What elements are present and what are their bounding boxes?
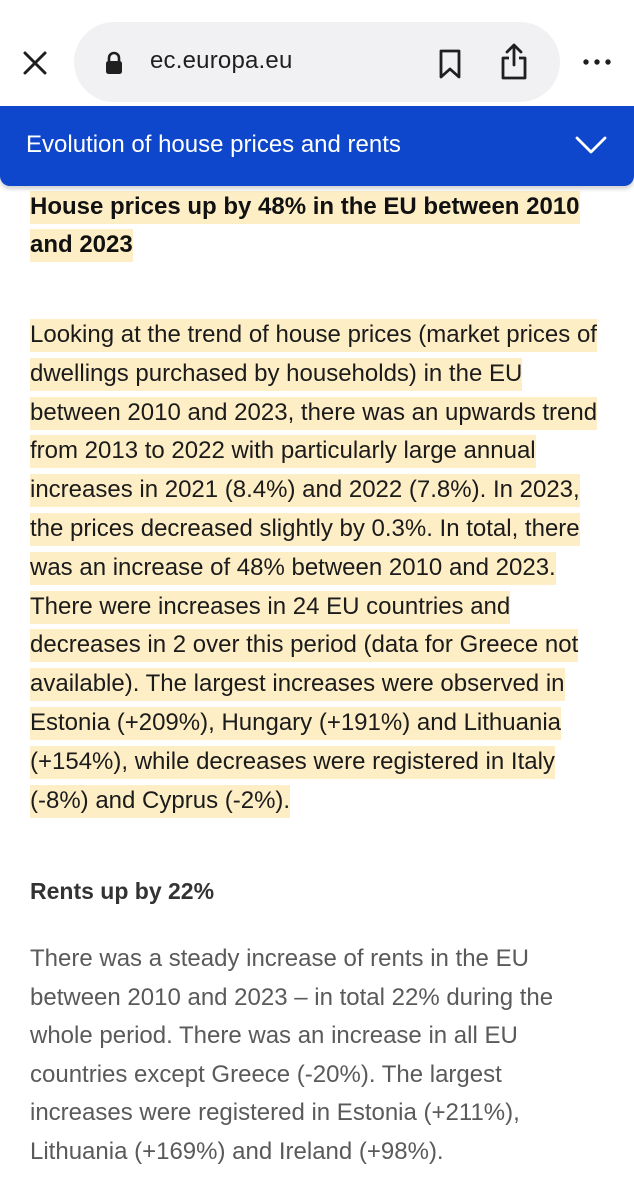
address-bar[interactable]: ec.europa.eu	[74, 22, 560, 102]
lock-icon	[106, 51, 122, 74]
paragraph-house-prices: Looking at the trend of house prices (ma…	[30, 316, 610, 820]
section-heading-rents: Rents up by 22%	[30, 878, 215, 905]
bookmark-icon	[439, 49, 461, 79]
chevron-down-icon[interactable]	[574, 132, 608, 158]
section-heading-house-prices: House prices up by 48% in the EU between…	[30, 188, 610, 264]
paragraph-rents: There was a steady increase of rents in …	[30, 945, 554, 1165]
share-button[interactable]	[494, 40, 534, 84]
close-icon	[23, 51, 47, 75]
close-button[interactable]	[14, 42, 56, 84]
share-icon	[501, 43, 527, 80]
article-content: House prices up by 48% in the EU between…	[30, 188, 610, 1171]
highlighted-paragraph: Looking at the trend of house prices (ma…	[30, 319, 598, 818]
toc-header[interactable]: Evolution of house prices and rents	[0, 106, 634, 186]
more-button[interactable]	[574, 42, 620, 82]
toc-title: Evolution of house prices and rents	[26, 131, 401, 158]
browser-toolbar: ec.europa.eu	[0, 0, 634, 106]
bookmark-button[interactable]	[432, 44, 468, 84]
highlighted-heading: House prices up by 48% in the EU between…	[30, 191, 580, 262]
url-text: ec.europa.eu	[150, 47, 293, 74]
more-icon	[583, 59, 611, 65]
